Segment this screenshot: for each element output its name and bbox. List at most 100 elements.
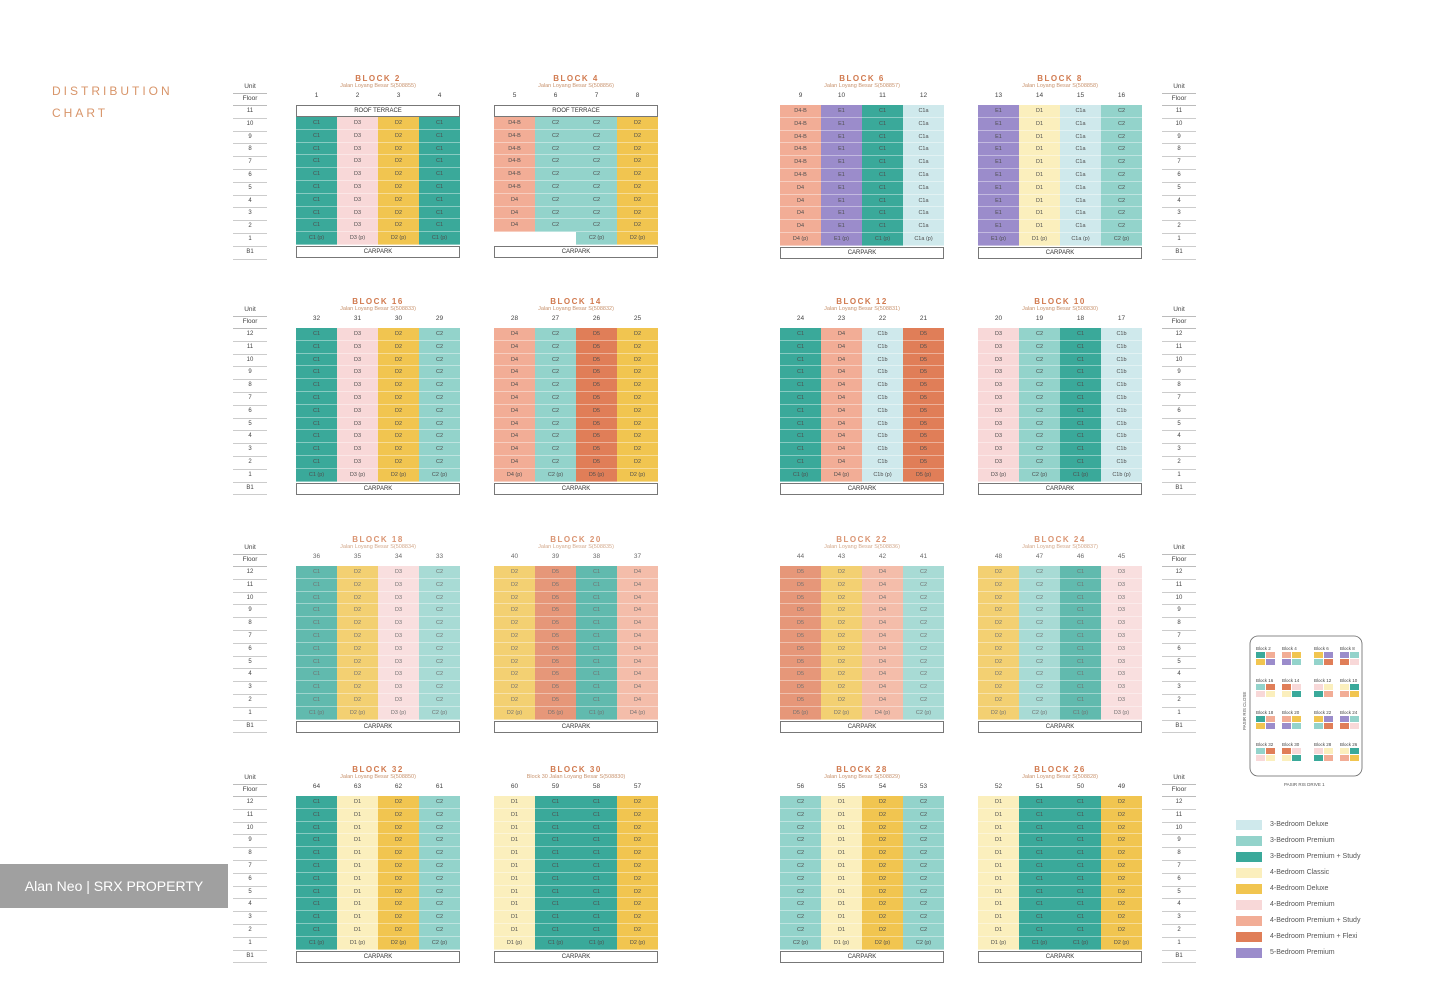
- unit-cell: D4: [821, 404, 862, 418]
- unit-cell: C2: [419, 834, 460, 848]
- unit-cell: C2: [419, 872, 460, 886]
- unit-cell: D3: [337, 353, 378, 367]
- unit-cell: C2: [419, 604, 460, 618]
- unit-cell: C2: [780, 885, 821, 899]
- unit-cell: D2: [978, 630, 1019, 643]
- unit-cell: D3: [337, 193, 378, 207]
- unit-cell: E1: [821, 143, 862, 157]
- unit-cell: C2: [1019, 404, 1060, 418]
- svg-text:Block 28: Block 28: [1314, 742, 1332, 747]
- unit-label: Unit: [233, 304, 267, 317]
- floor-number: 11: [1162, 105, 1196, 119]
- block: BLOCK 12 Jalan Loyang Besar S(508831) 24 23…: [780, 297, 944, 495]
- unit-cell: E1: [821, 130, 862, 144]
- unit-cell: C2: [1019, 456, 1060, 469]
- unit-cell: C2: [535, 443, 576, 456]
- floor-number: 4: [233, 430, 267, 445]
- unit-cell: C2: [535, 366, 576, 380]
- unit-number: 26: [592, 315, 601, 322]
- unit-cell: D2: [494, 591, 535, 605]
- block-address: Jalan Loyang Besar S(508835): [538, 544, 614, 550]
- unit-cell: C1: [1019, 834, 1060, 848]
- unit-cell: D2: [1101, 885, 1142, 899]
- unit-cell: D2: [617, 443, 658, 456]
- unit-cell: E1: [821, 220, 862, 233]
- floor-number: 6: [233, 169, 267, 183]
- unit-cell: C2: [535, 117, 576, 130]
- unit-cell: D2: [617, 353, 658, 367]
- unit-cell: D3 (p): [337, 468, 378, 482]
- unit-cell: D1 (p): [494, 936, 535, 950]
- unit-cell: C1: [535, 872, 576, 886]
- unit-cell: C2: [1101, 105, 1142, 118]
- unit-cell: D2: [1101, 834, 1142, 848]
- unit-cell: C1b: [862, 443, 903, 456]
- unit-cell: D4: [494, 193, 535, 207]
- unit-cell: D2: [617, 168, 658, 181]
- unit-cell: D3: [1101, 604, 1142, 618]
- unit-cell: D4: [494, 219, 535, 233]
- unit-cell: C2: [419, 617, 460, 630]
- unit-cell: D1: [821, 860, 862, 873]
- unit-cell: D1: [821, 834, 862, 848]
- unit-cell: C2: [780, 834, 821, 848]
- floor-number: 8: [233, 379, 267, 393]
- unit-cell: D2: [1101, 821, 1142, 835]
- unit-cell: D3: [337, 430, 378, 444]
- unit-cell: D4: [862, 630, 903, 643]
- floor-label: Floor: [1162, 316, 1196, 329]
- unit-cell: D5: [576, 366, 617, 380]
- unit-cell: E1: [978, 143, 1019, 157]
- unit-cell: D4-B: [780, 130, 821, 144]
- unit-cell: D2: [978, 578, 1019, 592]
- floor-number: 4: [233, 898, 267, 913]
- unit-cell: D3: [378, 655, 419, 669]
- unit-cell: D2: [617, 366, 658, 380]
- unit-cell: C2: [576, 117, 617, 130]
- unit-cell: C1: [296, 168, 337, 181]
- unit-number: 59: [551, 783, 560, 790]
- unit-cell: E1: [821, 194, 862, 208]
- unit-cell: D1: [337, 911, 378, 924]
- unit-cell: C2: [419, 847, 460, 860]
- carpark: CARPARK: [780, 482, 944, 495]
- floor-number: B1: [1162, 720, 1196, 734]
- unit-cell: C1: [1019, 872, 1060, 886]
- site-map-block: Block 20: [1282, 710, 1301, 729]
- unit-cell: C1b: [1101, 353, 1142, 367]
- floor-number: 9: [233, 604, 267, 619]
- unit-cell: C1: [780, 328, 821, 341]
- unit-cell: C1: [296, 821, 337, 835]
- unit-number: 1: [314, 92, 319, 99]
- unit-cell: C2: [903, 642, 944, 656]
- floor-label: Floor: [1162, 554, 1196, 567]
- block-name: BLOCK 12: [836, 297, 888, 306]
- unit-cell: D2: [1101, 808, 1142, 822]
- unit-cell: D3: [978, 443, 1019, 456]
- floor-label: Floor: [1162, 784, 1196, 797]
- unit-cell: D4: [862, 578, 903, 592]
- unit-cell: C2: [903, 885, 944, 899]
- unit-cell: C2 (p): [419, 468, 460, 482]
- unit-cell: C1b: [1101, 417, 1142, 431]
- unit-cell: C1: [862, 220, 903, 233]
- unit-cell: D1: [1019, 117, 1060, 131]
- unit-cell: C1: [576, 630, 617, 643]
- unit-cell: C1: [296, 885, 337, 899]
- floor-number: 1: [1162, 469, 1196, 483]
- unit-cell: D3: [337, 155, 378, 169]
- carpark: CARPARK: [978, 950, 1142, 963]
- unit-cell: C1a: [903, 105, 944, 118]
- floor-number: 12: [233, 796, 267, 810]
- floor-number: 6: [1162, 405, 1196, 419]
- floor-number: 1: [233, 469, 267, 483]
- unit-cell: C1: [1060, 924, 1101, 937]
- unit-cell: C2: [576, 142, 617, 156]
- block: BLOCK 16 Jalan Loyang Besar S(508833) 32 31…: [296, 297, 460, 495]
- page-title: DISTRIBUTION CHART: [52, 84, 173, 120]
- unit-cell: D3: [378, 694, 419, 707]
- site-map-block: Block 10: [1340, 678, 1359, 697]
- unit-cell: D5: [535, 694, 576, 707]
- unit-cell: D3: [978, 404, 1019, 418]
- block-address: Jalan Loyang Besar S(508833): [340, 306, 416, 312]
